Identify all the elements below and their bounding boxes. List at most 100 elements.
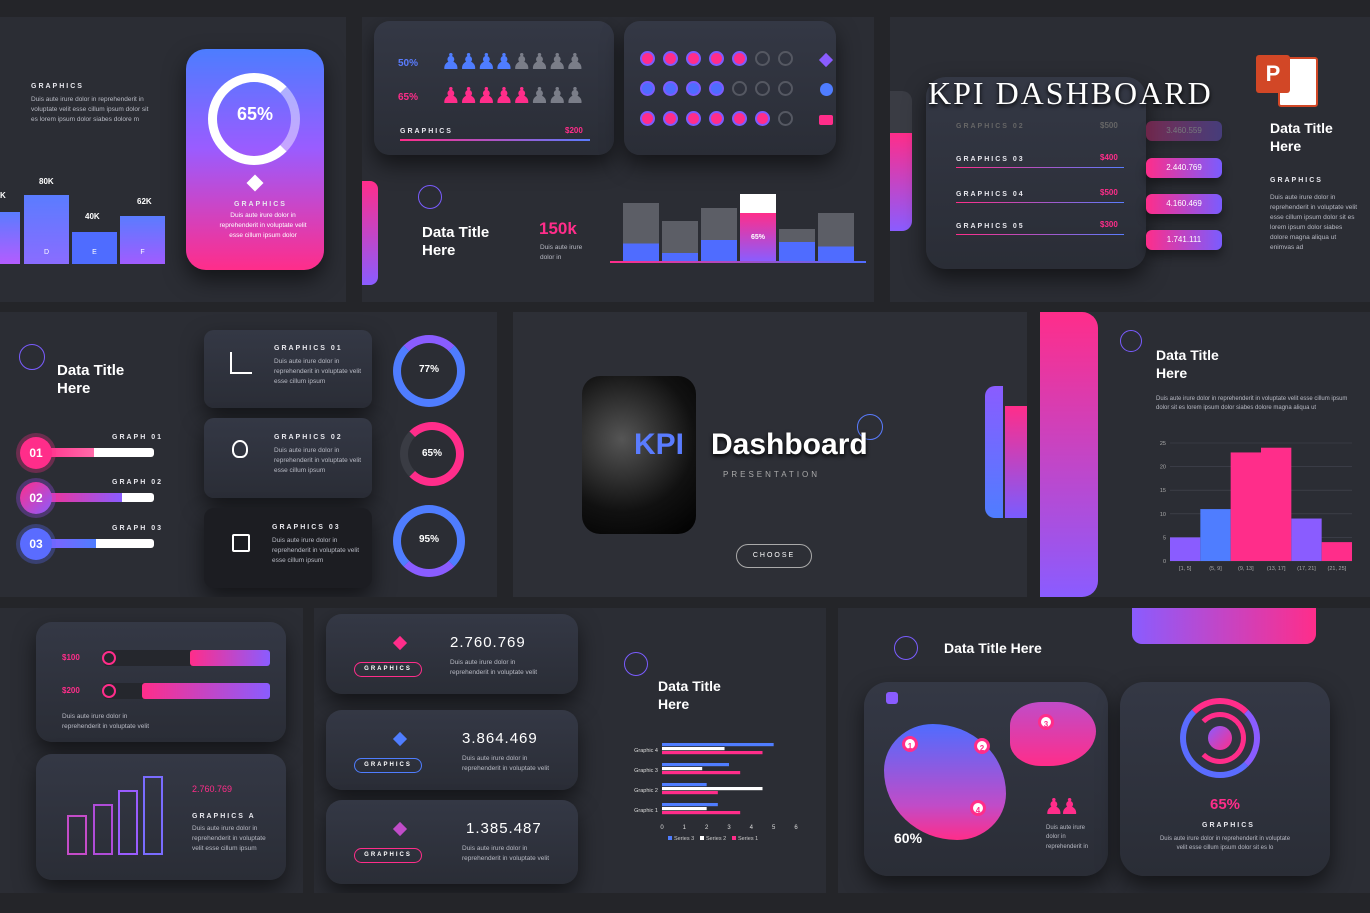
map-pin[interactable]: 2 xyxy=(974,738,990,754)
outline-value: 2.760.769 xyxy=(192,784,233,794)
target-ring-inner xyxy=(1194,712,1246,764)
bar xyxy=(623,203,659,261)
map-pin[interactable]: 4 xyxy=(970,800,986,816)
slide3-side-body: Duis aute irure dolor in reprehenderit i… xyxy=(1270,194,1358,252)
histogram-bar xyxy=(1230,452,1261,561)
people-row-pink: ♟♟♟♟♟♟♟♟ xyxy=(441,83,585,108)
slide-cover[interactable]: KPI Dashboard PRESENTATION CHOOSE xyxy=(513,312,1027,597)
range-handle[interactable] xyxy=(102,684,116,698)
row1-percent: 50% xyxy=(398,58,419,69)
deco-circle xyxy=(19,344,45,370)
bar-series-3 xyxy=(662,743,774,747)
bar-series-1 xyxy=(662,771,741,775)
value-pill: 1.741.111 xyxy=(1146,230,1222,250)
bar-letter: F xyxy=(140,249,145,256)
y-tick-label: 10 xyxy=(1160,512,1166,518)
target-label: GRAPHICS xyxy=(1202,822,1255,829)
map-pin[interactable]: 3 xyxy=(1038,714,1054,730)
graph-label: GRAPH 03 xyxy=(112,525,164,532)
divider xyxy=(956,167,1124,168)
ring-value: 95% xyxy=(418,534,439,545)
slide-histogram[interactable]: Data Title Here Duis aute irure dolor in… xyxy=(1040,312,1370,597)
slide10-title: Data Title Here xyxy=(944,640,1042,656)
slide-graph-progress[interactable]: Data Title Here GRAPH 01 01 GRAPH 02 02 … xyxy=(0,312,497,597)
bar-series-3 xyxy=(662,763,729,767)
bar xyxy=(0,212,20,264)
list-value: 1.385.487 xyxy=(466,820,542,837)
kpi-word: KPI xyxy=(634,428,685,461)
card-label: GRAPHICS xyxy=(234,201,287,208)
x-tick-label: 0 xyxy=(660,825,664,831)
item-card: GRAPHICS 01 Duis aute irure dolor in rep… xyxy=(204,330,372,408)
item-label: GRAPHICS 02 xyxy=(274,434,343,441)
ring-77 xyxy=(393,335,465,407)
map-pin[interactable]: 1 xyxy=(902,736,918,752)
dashboard-word: Dashboard xyxy=(711,428,868,461)
target-core xyxy=(1208,726,1232,750)
value-pill: 4.160.469 xyxy=(1146,194,1222,214)
bar-series-1 xyxy=(662,791,718,795)
baseline xyxy=(610,261,866,263)
bar-series-2 xyxy=(662,807,707,811)
list-value: 3.864.469 xyxy=(462,730,538,747)
graphics-button[interactable]: GRAPHICS xyxy=(354,758,422,773)
slide-graphics-bars[interactable]: GRAPHICS Duis aute irure dolor in repreh… xyxy=(0,17,346,302)
row-amount: $400 xyxy=(1100,153,1118,162)
outline-bars-card: 2.760.769 GRAPHICS A Duis aute irure dol… xyxy=(36,754,286,880)
bar-letter: D xyxy=(43,249,50,256)
dot xyxy=(778,111,793,126)
x-tick-label: 2 xyxy=(705,825,709,831)
dot xyxy=(640,81,655,96)
row-amount: $500 xyxy=(1100,188,1118,197)
range-fill xyxy=(142,683,270,699)
dot xyxy=(686,111,701,126)
slide-range-bars[interactable]: $100 $200 Duis aute irure dolor in repre… xyxy=(0,608,303,893)
accent-bar xyxy=(985,386,1003,518)
slide-people-stats[interactable]: 50% 65% ♟♟♟♟♟♟♟♟ ♟♟♟♟♟♟♟♟ GRAPHICS $200 … xyxy=(362,17,874,302)
bar-letter: E xyxy=(92,249,97,256)
graphics-button[interactable]: GRAPHICS xyxy=(354,662,422,677)
graphics-button[interactable]: GRAPHICS xyxy=(354,848,422,863)
bar-series-1 xyxy=(662,751,763,755)
row-amount: $500 xyxy=(1100,121,1118,130)
slide-map[interactable]: Data Title Here 1 2 3 4 60% ♟♟ Duis aute… xyxy=(838,608,1370,893)
divider xyxy=(956,202,1124,203)
shopping-bag-icon xyxy=(232,534,250,552)
item-body: Duis aute irure dolor in reprehenderit i… xyxy=(272,537,360,565)
people-amount: $200 xyxy=(565,126,583,135)
bar: F xyxy=(120,216,165,264)
dot xyxy=(755,51,770,66)
dot xyxy=(709,51,724,66)
x-tick-label: 3 xyxy=(727,825,731,831)
graph-number: 01 xyxy=(20,437,52,469)
deco-circle xyxy=(1120,330,1142,352)
percent-value: 65% xyxy=(236,104,274,124)
deco-circle xyxy=(894,636,918,660)
histogram-bar xyxy=(1321,542,1352,561)
list-item: GRAPHICS 2.760.769 Duis aute irure dolor… xyxy=(326,614,578,694)
people-row-blue: ♟♟♟♟♟♟♟♟ xyxy=(441,49,585,74)
range-handle[interactable] xyxy=(102,651,116,665)
range-label: $200 xyxy=(62,686,80,695)
choose-button[interactable]: CHOOSE xyxy=(736,544,812,568)
bar xyxy=(779,229,815,261)
bar: E xyxy=(72,232,117,264)
side-accent xyxy=(362,181,378,285)
graph-number: 03 xyxy=(20,528,52,560)
slide1-label: GRAPHICS xyxy=(31,83,84,90)
list-body: Duis aute irure dolor in reprehenderit i… xyxy=(462,845,550,863)
list-value: 2.760.769 xyxy=(450,634,526,651)
ring-65 xyxy=(400,422,464,486)
dot xyxy=(663,111,678,126)
bar-value: 40K xyxy=(85,212,100,221)
accent-bar xyxy=(1040,312,1098,597)
slide-kpi-title[interactable]: GRAPHICS 02 $500 GRAPHICS 03 $400 GRAPHICS… xyxy=(890,17,1370,302)
histogram-chart: 0 5 10 15 20 25 [1, 5] (5, 9] (9, 13] (13, 17] (17… xyxy=(1160,441,1352,572)
dot xyxy=(663,81,678,96)
y-category-label: Graphic 4 xyxy=(634,748,658,754)
divider xyxy=(956,234,1124,235)
cube-icon xyxy=(818,52,834,68)
slide-graphics-list[interactable]: GRAPHICS 2.760.769 Duis aute irure dolor… xyxy=(314,608,826,893)
legend-label: Series 3 xyxy=(674,836,694,842)
progress-track xyxy=(38,493,154,502)
